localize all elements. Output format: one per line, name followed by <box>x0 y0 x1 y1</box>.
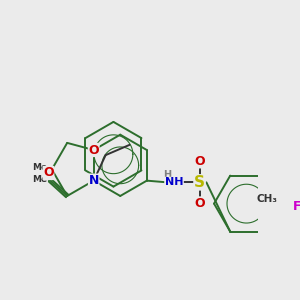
Text: CH₃: CH₃ <box>256 194 277 204</box>
Text: O: O <box>194 154 205 168</box>
Text: O: O <box>194 197 205 210</box>
Text: F: F <box>293 200 300 213</box>
Text: O: O <box>88 143 99 157</box>
Text: H: H <box>163 170 171 180</box>
Text: S: S <box>194 175 205 190</box>
Text: N: N <box>88 174 99 187</box>
Text: Me: Me <box>32 163 47 172</box>
Text: Me: Me <box>32 175 47 184</box>
Text: O: O <box>43 167 54 179</box>
Text: NH: NH <box>165 177 183 187</box>
